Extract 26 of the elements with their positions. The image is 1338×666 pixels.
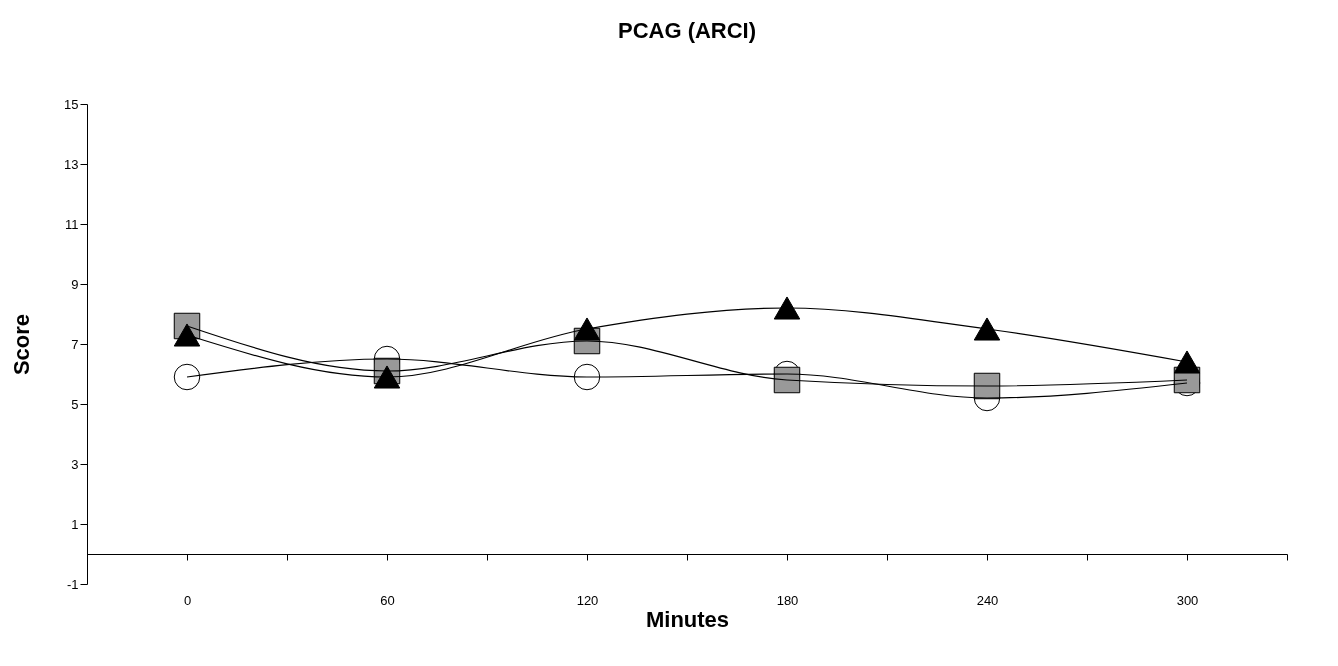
x-tick-label: 60 [380, 592, 395, 608]
x-tick-label: 300 [1176, 592, 1199, 608]
x-axis-title: Minutes [645, 606, 730, 632]
point [373, 365, 401, 389]
point [173, 363, 201, 391]
y-tick-label: -1 [66, 576, 79, 592]
y-tick-label: 15 [64, 96, 79, 112]
y-tick-label: 11 [65, 216, 79, 232]
point [573, 363, 601, 391]
point [173, 323, 201, 347]
y-tick-label: 9 [71, 276, 79, 292]
point [1173, 350, 1201, 374]
point [973, 317, 1001, 341]
chart-title: PCAG (ARCI) [617, 18, 757, 43]
point [573, 317, 601, 341]
y-tick-label: 5 [71, 396, 79, 412]
y-tick-label: 13 [64, 156, 79, 172]
x-tick-label: 180 [776, 592, 799, 608]
y-axis-title: Score [9, 313, 35, 376]
x-tick-label: 240 [976, 592, 999, 608]
y-tick-label: 7 [71, 336, 79, 352]
y-tick-label: 3 [71, 456, 79, 472]
y-tick-label: 1 [71, 516, 79, 532]
point [773, 296, 801, 320]
x-tick-label: 0 [183, 592, 192, 608]
x-tick-label: 120 [576, 592, 599, 608]
